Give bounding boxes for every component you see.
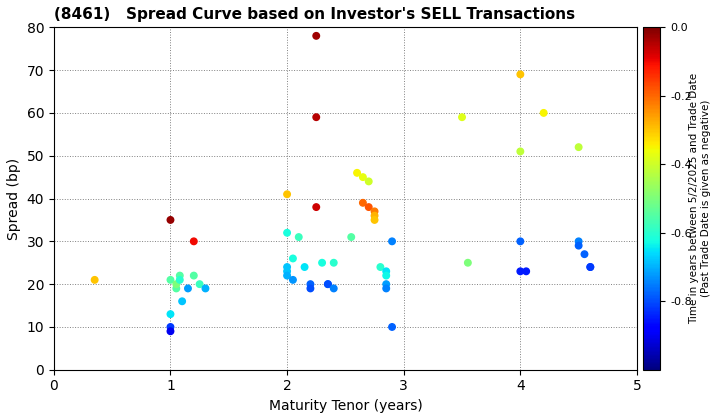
X-axis label: Maturity Tenor (years): Maturity Tenor (years) [269, 399, 422, 413]
Point [305, 285, 316, 292]
Point [462, 260, 474, 266]
Point [287, 276, 299, 283]
Point [305, 281, 316, 288]
Point [293, 234, 305, 240]
Point [165, 276, 176, 283]
Point [573, 144, 585, 150]
Point [515, 238, 526, 245]
Point [363, 178, 374, 185]
Point [369, 212, 380, 219]
Point [369, 208, 380, 215]
Point [585, 264, 596, 270]
Point [328, 285, 340, 292]
Point [282, 272, 293, 279]
Point [573, 238, 585, 245]
Point [387, 323, 398, 330]
Point [182, 285, 194, 292]
Point [282, 264, 293, 270]
Point [521, 268, 532, 275]
Point [188, 272, 199, 279]
Point [380, 268, 392, 275]
Point [357, 200, 369, 206]
Point [174, 276, 186, 283]
Point [188, 238, 199, 245]
Point [176, 298, 188, 304]
Point [456, 114, 468, 121]
Y-axis label: Spread (bp): Spread (bp) [7, 158, 21, 239]
Point [515, 71, 526, 78]
Point [322, 281, 333, 288]
Point [194, 281, 205, 288]
Point [357, 174, 369, 181]
Point [282, 191, 293, 197]
Point [515, 268, 526, 275]
Point [585, 264, 596, 270]
Point [538, 110, 549, 116]
Point [369, 217, 380, 223]
Point [165, 328, 176, 335]
Point [199, 285, 211, 292]
Point [310, 114, 322, 121]
Y-axis label: Time in years between 5/2/2025 and Trade Date
(Past Trade Date is given as negat: Time in years between 5/2/2025 and Trade… [689, 73, 711, 324]
Point [380, 285, 392, 292]
Point [165, 311, 176, 318]
Point [380, 272, 392, 279]
Point [515, 148, 526, 155]
Point [165, 217, 176, 223]
Point [380, 281, 392, 288]
Point [171, 285, 182, 292]
Point [310, 32, 322, 39]
Point [89, 276, 100, 283]
Point [573, 242, 585, 249]
Point [282, 268, 293, 275]
Point [316, 260, 328, 266]
Point [171, 281, 182, 288]
Point [287, 255, 299, 262]
Point [579, 251, 590, 257]
Point [346, 234, 357, 240]
Point [351, 170, 363, 176]
Point [328, 260, 340, 266]
Point [282, 229, 293, 236]
Point [363, 204, 374, 210]
Point [174, 272, 186, 279]
Point [310, 204, 322, 210]
Point [387, 238, 398, 245]
Point [299, 264, 310, 270]
Point [165, 323, 176, 330]
Point [374, 264, 386, 270]
Text: (8461)   Spread Curve based on Investor's SELL Transactions: (8461) Spread Curve based on Investor's … [54, 7, 575, 22]
Point [322, 281, 333, 288]
